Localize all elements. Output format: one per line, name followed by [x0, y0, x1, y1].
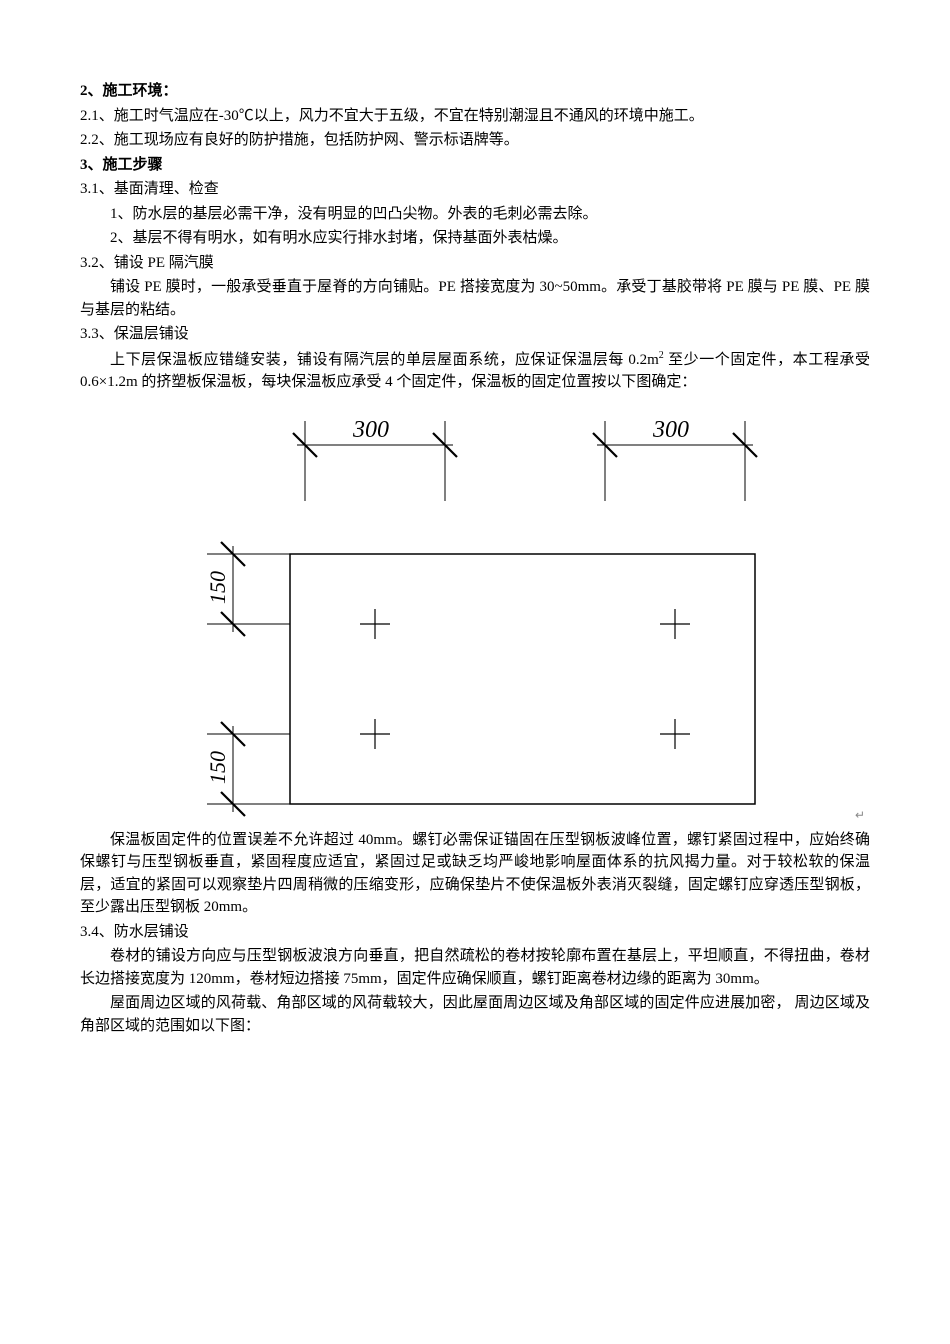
dim-300-right-text: 300: [652, 417, 689, 443]
s2-p2: 2.2、施工现场应有良好的防护措施，包括防护网、警示标语牌等。: [80, 129, 870, 152]
s34-para2: 屋面周边区域的风荷载、角部区域的风荷载较大，因此屋面周边区域及角部区域的固定件应…: [80, 992, 870, 1037]
s34-title: 3.4、防水层铺设: [80, 921, 870, 944]
fixing-position-diagram: 300 300 150 150: [175, 409, 775, 819]
s2-num: 2、: [80, 83, 103, 99]
dim-150-top-group: 150: [205, 542, 290, 636]
s3-title-text: 施工步骤: [103, 157, 163, 173]
s2-title-text: 施工环境：: [103, 83, 178, 99]
dim-300-left-text: 300: [352, 417, 389, 443]
s32-title: 3.2、铺设 PE 隔汽膜: [80, 252, 870, 275]
s33-p1a: 上下层保温板应错缝安装，铺设有隔汽层的单层屋面系统，应保证保温层每 0.2m: [110, 352, 659, 368]
board-outline: [290, 554, 755, 804]
fixing-marks: [360, 609, 690, 749]
s3-num: 3、: [80, 157, 103, 173]
s34-para1: 卷材的铺设方向应与压型钢板波浪方向垂直，把自然疏松的卷材按轮廓布置在基层上，平坦…: [80, 945, 870, 990]
return-mark: ↵: [855, 806, 865, 824]
dim-300-left-group: 300: [293, 417, 457, 501]
dim-150-bottom-text: 150: [205, 751, 230, 784]
s33-para1: 上下层保温板应错缝安装，铺设有隔汽层的单层屋面系统，应保证保温层每 0.2m2 …: [80, 348, 870, 394]
s33-para2: 保温板固定件的位置误差不允许超过 40mm。螺钉必需保证锚固在压型钢板波峰位置，…: [80, 829, 870, 919]
section-3-title: 3、施工步骤: [80, 154, 870, 177]
section-2-title: 2、施工环境：: [80, 80, 870, 103]
diagram-svg: 300 300 150 150: [175, 409, 775, 819]
dim-150-bottom-group: 150: [205, 722, 290, 816]
s31-item2: 2、基层不得有明水，如有明水应实行排水封堵，保持基面外表枯燥。: [80, 227, 870, 250]
s32-para: 铺设 PE 膜时，一般承受垂直于屋脊的方向铺贴。PE 搭接宽度为 30~50mm…: [80, 276, 870, 321]
s33-title: 3.3、保温层铺设: [80, 323, 870, 346]
dim-150-top-text: 150: [205, 571, 230, 604]
s2-p1: 2.1、施工时气温应在-30℃以上，风力不宜大于五级，不宜在特别潮湿且不通风的环…: [80, 105, 870, 128]
s31-title: 3.1、基面清理、检查: [80, 178, 870, 201]
dim-300-right-group: 300: [593, 417, 757, 501]
s31-item1: 1、防水层的基层必需干净，没有明显的凹凸尖物。外表的毛刺必需去除。: [80, 203, 870, 226]
